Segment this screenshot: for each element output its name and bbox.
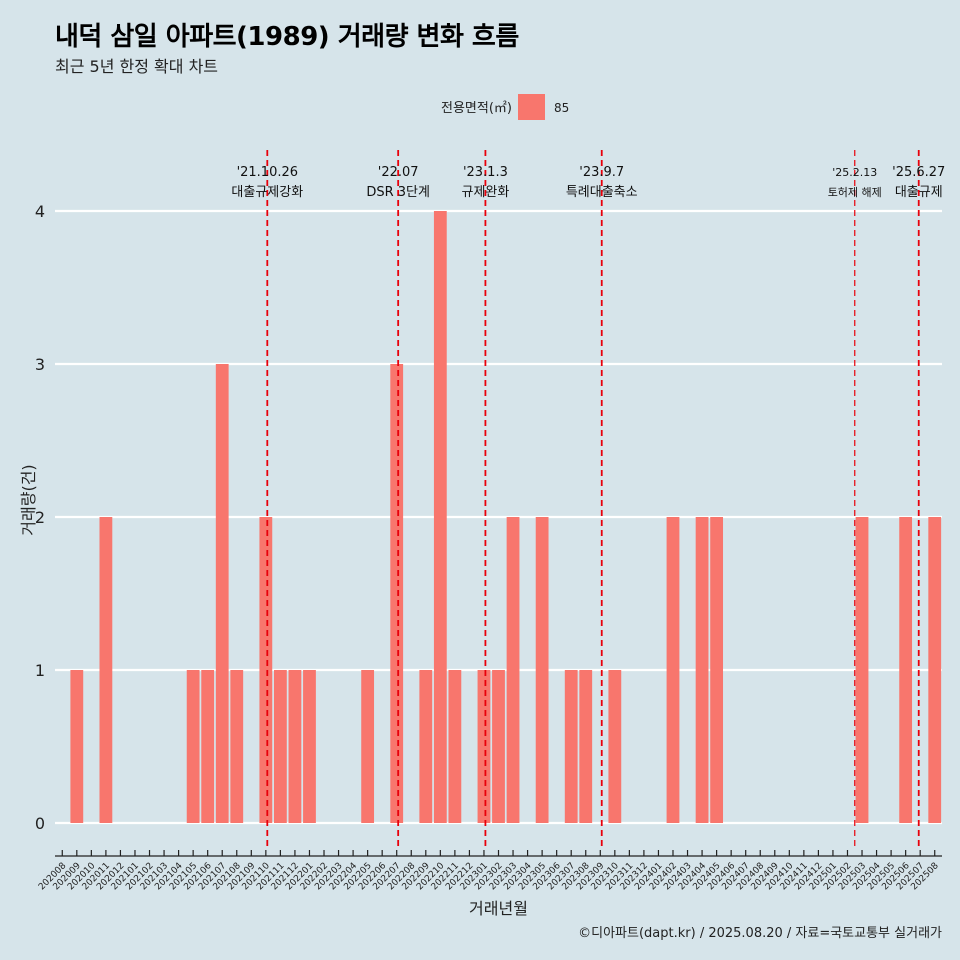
annotation-date: '25.2.13: [832, 166, 877, 179]
bar: [492, 670, 505, 823]
annotation-label: 대출규제강화: [231, 185, 303, 200]
annotation-label: 대출규제: [895, 185, 943, 200]
bar: [928, 517, 942, 823]
bar: [70, 670, 84, 823]
bar: [695, 517, 709, 823]
annotation-date: '23.1.3: [463, 165, 508, 180]
chart-title: 내덕 삼일 아파트(1989) 거래량 변화 흐름: [55, 22, 519, 52]
bar: [433, 211, 447, 823]
y-tick-label: 0: [35, 814, 45, 833]
y-tick-label: 3: [35, 355, 45, 374]
bar: [535, 517, 549, 823]
y-tick-label: 4: [35, 202, 45, 221]
annotations: '21.10.26 대출규제강화 '22.07 DSR 3단계 '23.1.3 규제완화 '…: [231, 150, 945, 847]
bar: [477, 670, 491, 823]
annotation-date: '25.6.27: [892, 165, 945, 180]
bar: [259, 517, 273, 823]
bar: [273, 670, 287, 823]
annotation-date: '21.10.26: [237, 165, 298, 180]
annotation-label: 규제완화: [461, 185, 509, 200]
bars: [70, 211, 942, 823]
y-axis-title: 거래량(건): [19, 464, 38, 535]
bar: [608, 670, 622, 823]
annotation-date: '23.9.7: [579, 165, 624, 180]
bar: [579, 670, 593, 823]
caption: ©디아파트(dapt.kr) / 2025.08.20 / 자료=국토교통부 실…: [578, 926, 942, 941]
bar: [419, 670, 433, 823]
legend-swatch: [518, 94, 545, 120]
bar: [506, 517, 520, 823]
bar: [288, 670, 302, 823]
bar: [361, 670, 375, 823]
bar: [201, 670, 215, 823]
y-tick-label: 2: [35, 508, 45, 527]
y-tick-label: 1: [35, 661, 45, 680]
bar: [899, 517, 913, 823]
annotation-label: DSR 3단계: [366, 185, 430, 200]
bar: [666, 517, 680, 823]
bar: [303, 670, 316, 823]
bar: [99, 517, 113, 823]
bar: [710, 517, 724, 823]
x-axis-title: 거래년월: [469, 899, 528, 918]
bar: [390, 364, 404, 823]
annotation-label: 특례대출축소: [566, 185, 638, 200]
x-axis: 2020082020092020102020112020122021012021…: [37, 850, 942, 892]
annotation-date: '22.07: [378, 165, 419, 180]
legend: 전용면적(㎡) 85: [441, 94, 569, 120]
legend-label: 85: [554, 101, 569, 115]
annotation-label: 토허제 해제: [828, 185, 882, 199]
bar: [186, 670, 200, 823]
bar: [215, 364, 229, 823]
bar: [448, 670, 462, 823]
legend-title: 전용면적(㎡): [441, 101, 512, 116]
bar: [855, 517, 869, 823]
bar: [564, 670, 578, 823]
chart-subtitle: 최근 5년 한정 확대 차트: [55, 57, 219, 76]
bar: [230, 670, 244, 823]
